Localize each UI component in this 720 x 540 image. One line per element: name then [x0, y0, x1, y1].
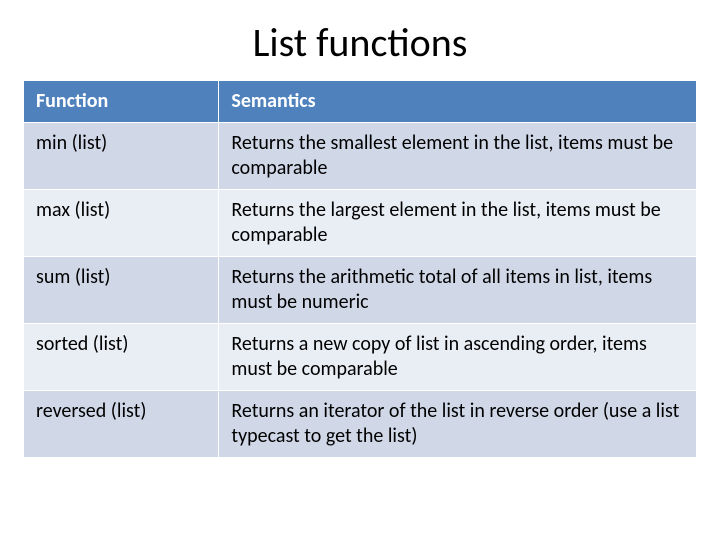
cell-function: reversed (list): [24, 391, 219, 458]
cell-semantics: Returns an iterator of the list in rever…: [219, 391, 696, 458]
table-row: sorted (list) Returns a new copy of list…: [24, 324, 696, 391]
cell-semantics: Returns the smallest element in the list…: [219, 123, 696, 190]
slide: List functions Function Semantics min (l…: [0, 0, 720, 540]
table-row: sum (list) Returns the arithmetic total …: [24, 257, 696, 324]
cell-semantics: Returns the arithmetic total of all item…: [219, 257, 696, 324]
col-header-semantics: Semantics: [219, 81, 696, 123]
table-row: min (list) Returns the smallest element …: [24, 123, 696, 190]
table-row: reversed (list) Returns an iterator of t…: [24, 391, 696, 458]
cell-semantics: Returns the largest element in the list,…: [219, 190, 696, 257]
page-title: List functions: [24, 18, 696, 67]
cell-function: max (list): [24, 190, 219, 257]
functions-table: Function Semantics min (list) Returns th…: [24, 81, 696, 458]
cell-semantics: Returns a new copy of list in ascending …: [219, 324, 696, 391]
table-row: max (list) Returns the largest element i…: [24, 190, 696, 257]
cell-function: min (list): [24, 123, 219, 190]
cell-function: sum (list): [24, 257, 219, 324]
cell-function: sorted (list): [24, 324, 219, 391]
col-header-function: Function: [24, 81, 219, 123]
table-header-row: Function Semantics: [24, 81, 696, 123]
